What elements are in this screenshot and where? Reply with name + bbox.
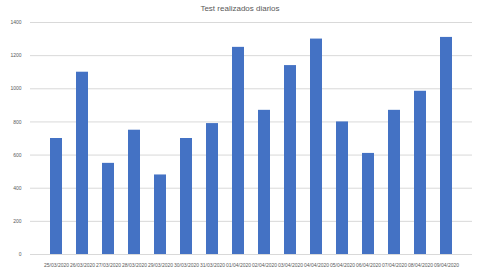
svg-text:1200: 1200	[10, 52, 21, 58]
svg-text:04/04/2020: 04/04/2020	[304, 262, 329, 268]
svg-text:800: 800	[13, 119, 22, 125]
svg-text:1400: 1400	[10, 19, 21, 25]
svg-text:06/04/2020: 06/04/2020	[356, 262, 381, 268]
svg-text:07/04/2020: 07/04/2020	[382, 262, 407, 268]
svg-text:31/03/2020: 31/03/2020	[200, 262, 225, 268]
svg-text:25/03/2020: 25/03/2020	[44, 262, 69, 268]
svg-text:27/03/2020: 27/03/2020	[96, 262, 121, 268]
svg-text:1000: 1000	[10, 85, 21, 91]
svg-text:05/04/2020: 05/04/2020	[330, 262, 355, 268]
svg-text:400: 400	[13, 185, 22, 191]
svg-text:03/04/2020: 03/04/2020	[278, 262, 303, 268]
svg-text:0: 0	[19, 251, 22, 257]
svg-text:30/03/2020: 30/03/2020	[174, 262, 199, 268]
svg-text:08/04/2020: 08/04/2020	[408, 262, 433, 268]
svg-text:29/03/2020: 29/03/2020	[148, 262, 173, 268]
svg-text:02/04/2020: 02/04/2020	[252, 262, 277, 268]
svg-text:600: 600	[13, 152, 22, 158]
svg-text:28/03/2020: 28/03/2020	[122, 262, 147, 268]
svg-text:26/03/2020: 26/03/2020	[70, 262, 95, 268]
svg-text:200: 200	[13, 218, 22, 224]
html-text:Test realizados diarios: Test realizados diarios	[200, 4, 280, 13]
svg-text:01/04/2020: 01/04/2020	[226, 262, 251, 268]
svg-text:09/04/2020: 09/04/2020	[434, 262, 459, 268]
